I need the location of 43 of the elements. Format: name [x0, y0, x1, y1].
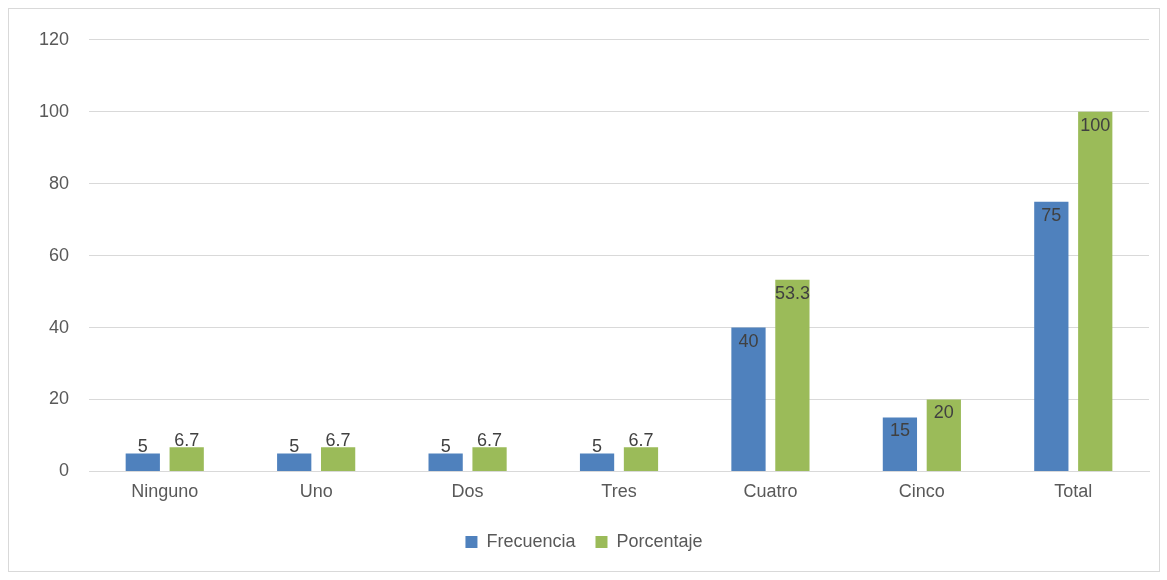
- y-tick-label: 100: [38, 100, 70, 121]
- bar: [882, 417, 918, 471]
- y-tick-label: 20: [49, 388, 70, 409]
- x-tick-label: Total: [1054, 481, 1093, 502]
- data-label: 6.7: [628, 430, 654, 451]
- bar: [277, 453, 312, 471]
- x-tick-label: Ninguno: [131, 481, 199, 502]
- bar: [579, 453, 615, 471]
- x-tick-label: Cinco: [898, 481, 945, 502]
- x-tick-label: Tres: [601, 481, 637, 502]
- x-tick-label: Uno: [299, 481, 333, 502]
- bar: [428, 453, 463, 471]
- bar: [169, 447, 204, 471]
- data-label: 15: [889, 420, 910, 441]
- legend-label: Frecuencia: [486, 530, 577, 551]
- bar: [472, 447, 507, 471]
- data-label: 100: [1080, 114, 1111, 135]
- y-tick-label: 120: [38, 28, 70, 49]
- bar: [1078, 111, 1113, 471]
- data-label: 6.7: [325, 430, 351, 451]
- data-label: 40: [738, 330, 759, 351]
- bar: [775, 279, 810, 471]
- y-tick-label: 0: [59, 460, 70, 481]
- bar: [321, 447, 356, 471]
- x-tick-label: Cuatro: [743, 481, 798, 502]
- y-tick-label: 60: [49, 244, 70, 265]
- data-label: 5: [440, 436, 451, 457]
- bar: [926, 399, 961, 471]
- y-tick-label: 40: [49, 316, 70, 337]
- bar: [125, 453, 160, 471]
- data-label: 5: [137, 436, 148, 457]
- bar: [731, 327, 766, 471]
- data-label: 5: [289, 436, 300, 457]
- data-label: 20: [933, 402, 954, 423]
- y-tick-label: 80: [49, 172, 70, 193]
- data-label: 6.7: [174, 430, 200, 451]
- data-label: 5: [592, 436, 603, 457]
- bar: [623, 447, 659, 471]
- data-label: 6.7: [477, 430, 503, 451]
- legend-label: Porcentaje: [616, 530, 703, 551]
- data-label: 75: [1041, 204, 1062, 225]
- bar: [1034, 201, 1069, 471]
- x-tick-label: Dos: [451, 481, 484, 502]
